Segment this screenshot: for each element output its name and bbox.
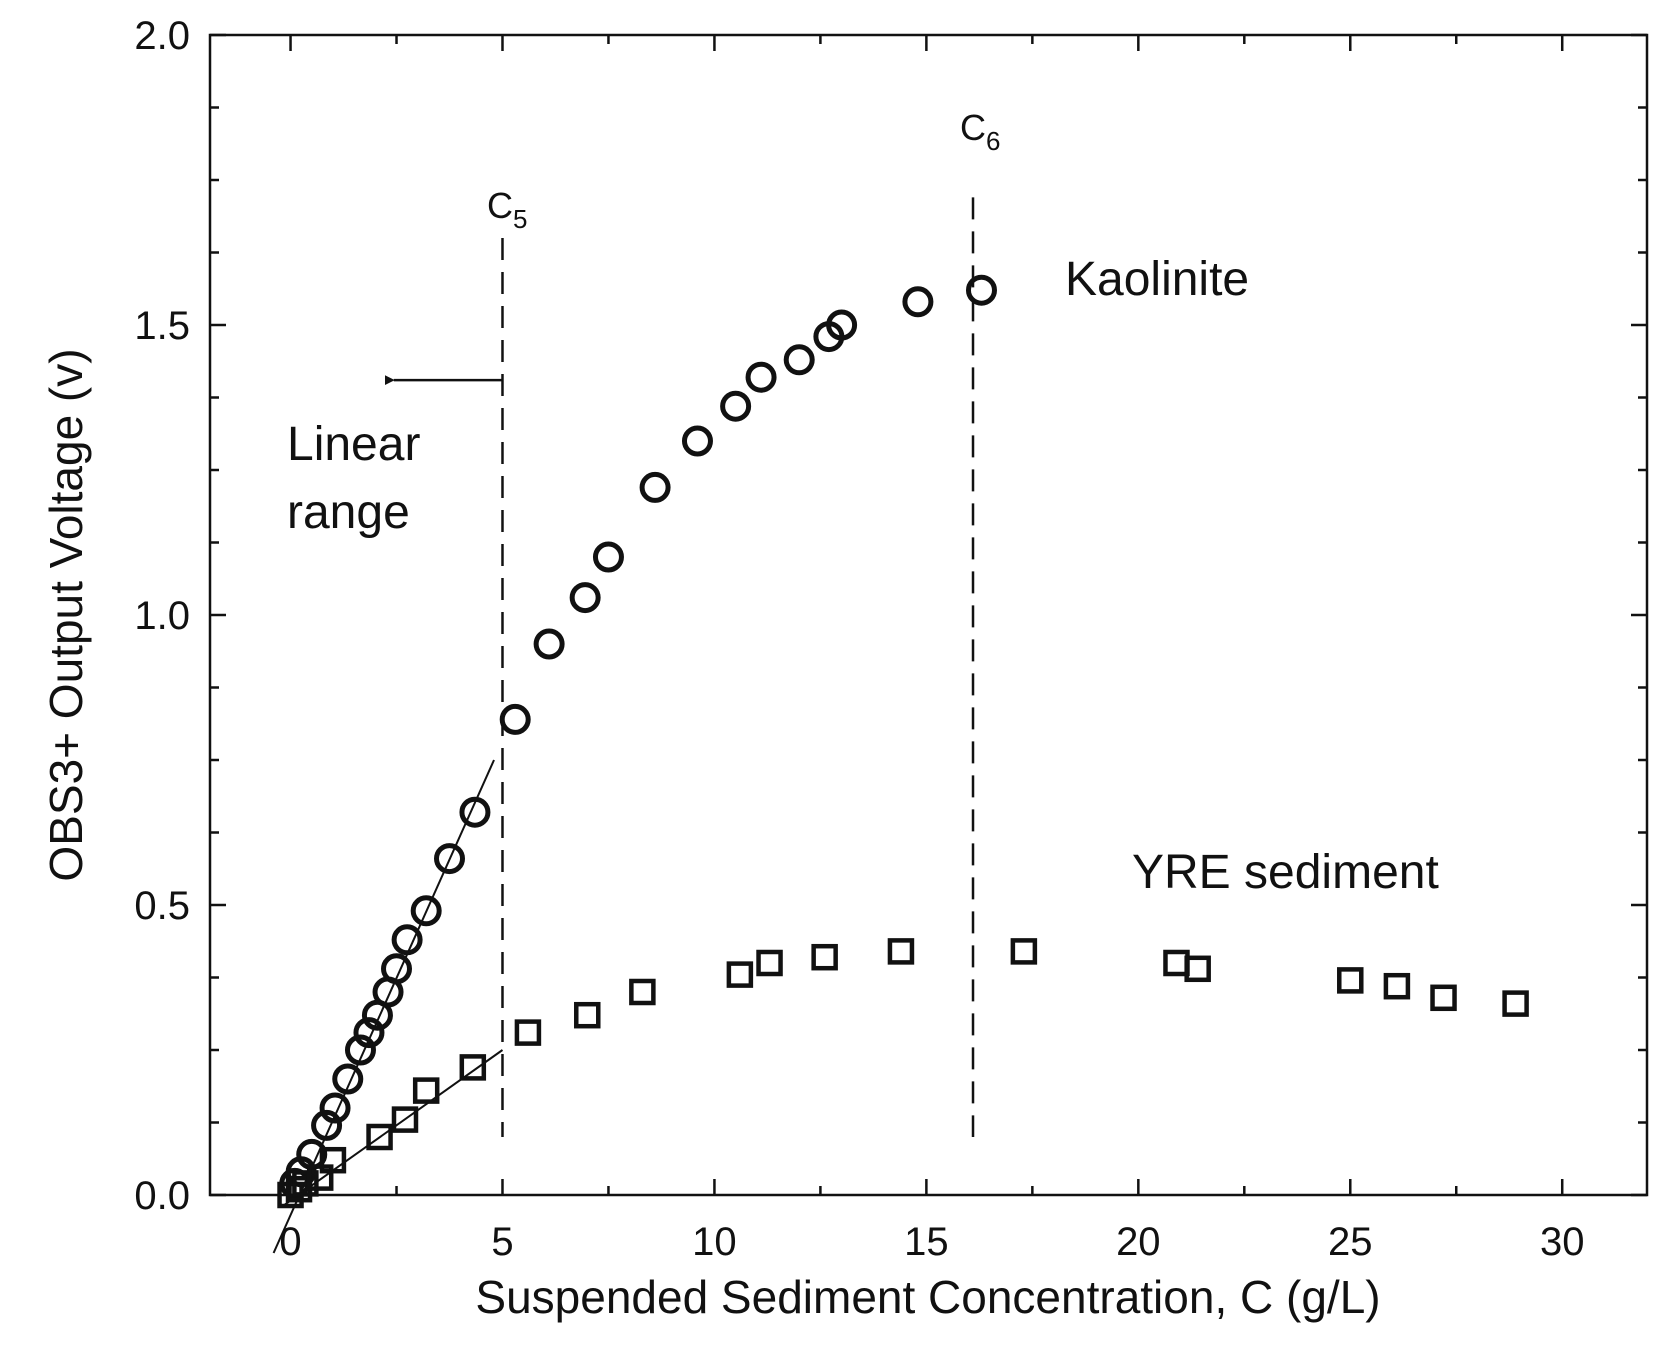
kaolinite-point <box>902 286 934 318</box>
c5-subscript: 5 <box>513 204 527 234</box>
kaolinite-point <box>499 703 531 735</box>
c5-label: C5 <box>487 185 527 234</box>
yre-sediment-point <box>887 938 915 965</box>
y-tick-label: 0.0 <box>134 1174 190 1218</box>
linear-range-label-line2: range <box>287 486 410 539</box>
kaolinite-point <box>459 796 491 828</box>
kaolinite-point <box>391 924 423 956</box>
yre-sediment-point <box>1502 990 1529 1017</box>
kaolinite-point <box>353 1017 385 1049</box>
x-axis-title: Suspended Sediment Concentration, C (g/L… <box>475 1271 1380 1323</box>
yre-sediment-point <box>811 943 838 971</box>
kaolinite-point <box>434 843 465 875</box>
kaolinite-point <box>681 425 713 457</box>
kaolinite-point <box>533 628 565 660</box>
kaolinite-point <box>639 471 671 503</box>
yre-sediment-label: YRE sediment <box>1132 846 1439 899</box>
kaolinite-point <box>569 582 601 614</box>
y-tick-label: 2.0 <box>134 14 190 58</box>
c5-letter: C <box>487 185 513 226</box>
kaolinite-point <box>745 361 777 393</box>
yre-sediment-point <box>1163 949 1190 977</box>
y-axis-title: OBS3+ Output Voltage (v) <box>40 348 92 881</box>
kaolinite-point <box>783 344 815 376</box>
yre-sediment-point <box>391 1106 419 1133</box>
reference-lines-layer <box>501 197 975 1137</box>
y-tick-label: 0.5 <box>134 884 190 928</box>
yre-sediment-point <box>319 1146 347 1174</box>
y-tick-label: 1.0 <box>134 594 190 638</box>
y-tick-label: 1.5 <box>134 304 190 348</box>
kaolinite-point <box>311 1109 343 1141</box>
yre-sediment-point <box>1337 967 1364 994</box>
yre-sediment-point <box>459 1054 487 1081</box>
ticks-layer: 0 5 10 15 20 25 30 0.0 0.5 1.0 1.5 2.0 <box>134 14 1647 1264</box>
kaolinite-point <box>332 1063 364 1095</box>
yre-sediment-point <box>574 1001 601 1029</box>
kaolinite-point <box>319 1092 351 1124</box>
kaolinite-point <box>410 895 442 927</box>
c6-letter: C <box>960 107 986 148</box>
kaolinite-point <box>381 953 413 985</box>
x-tick-label: 30 <box>1540 1220 1585 1264</box>
x-tick-label: 5 <box>491 1220 513 1264</box>
kaolinite-label: Kaolinite <box>1065 253 1249 306</box>
yre-sediment-point <box>412 1077 440 1104</box>
x-tick-label: 25 <box>1328 1220 1373 1264</box>
plot-frame <box>208 33 1649 1197</box>
kaolinite-point <box>592 541 624 573</box>
yre-sediment-point <box>292 1170 319 1197</box>
yre-sediment-point <box>514 1019 542 1046</box>
c6-label: C6 <box>960 107 1000 156</box>
kaolinite-point <box>965 274 997 306</box>
yre-sediment-point <box>1184 955 1211 983</box>
yre-sediment-point <box>726 961 754 988</box>
yre-sediment-point <box>366 1123 393 1151</box>
x-tick-label: 20 <box>1116 1220 1161 1264</box>
yre-sediment-point <box>1010 938 1038 965</box>
kaolinite-point <box>826 309 858 341</box>
yre-sediment-point <box>1383 972 1411 1000</box>
kaolinite-point <box>344 1034 376 1066</box>
x-tick-label: 15 <box>904 1220 949 1264</box>
x-tick-label: 0 <box>279 1220 301 1264</box>
yre-sediment-point <box>629 978 656 1006</box>
yre-sediment-point <box>756 949 783 977</box>
c6-subscript: 6 <box>986 126 1000 156</box>
yre-sediment-point <box>1430 984 1457 1012</box>
x-tick-label: 10 <box>692 1220 737 1264</box>
linear-range-label-line1: Linear <box>287 418 420 471</box>
data-points-layer <box>277 274 1529 1209</box>
kaolinite-point <box>720 390 752 422</box>
